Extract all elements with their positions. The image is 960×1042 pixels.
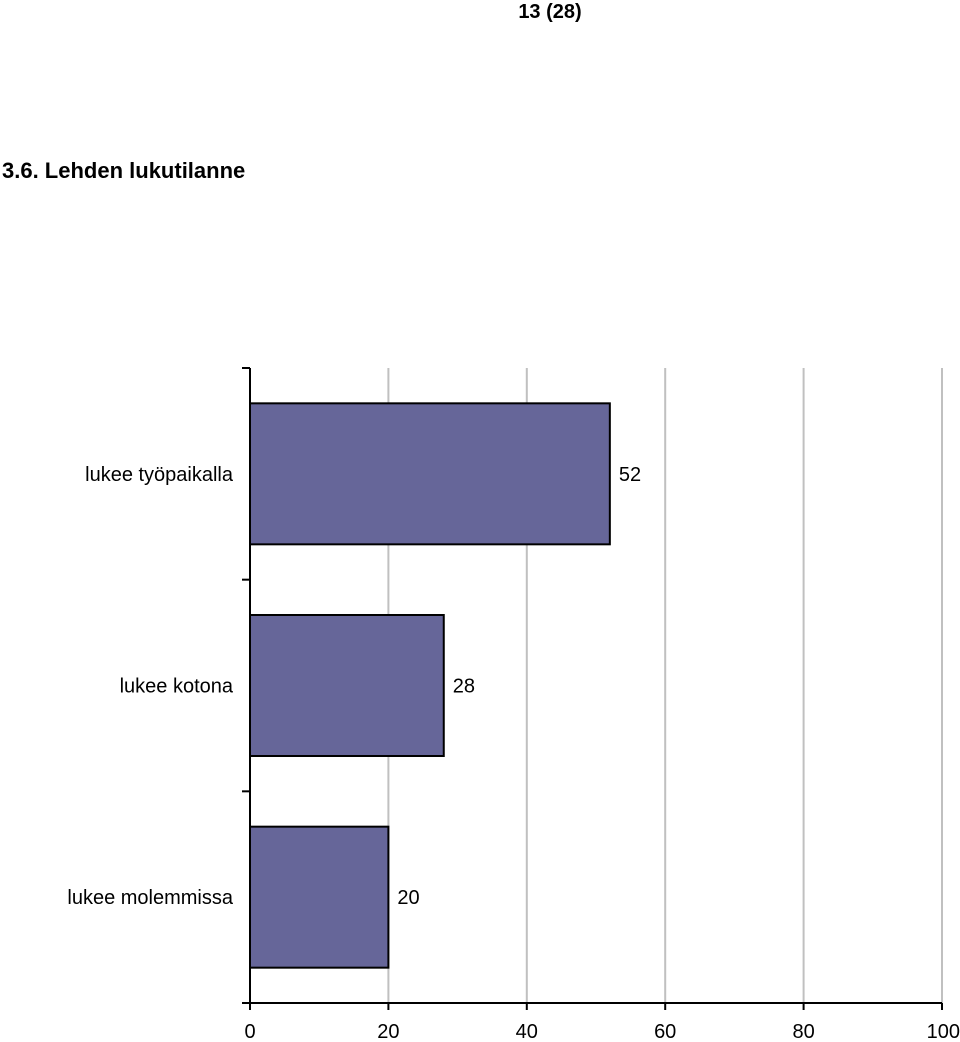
x-tick-label: 20 bbox=[377, 1021, 399, 1042]
section-title: 3.6. Lehden lukutilanne bbox=[2, 158, 246, 183]
data-label: 28 bbox=[453, 676, 475, 698]
bar bbox=[249, 825, 390, 969]
category-label: lukee molemmissa bbox=[67, 887, 233, 909]
x-tick-label: 60 bbox=[654, 1021, 676, 1042]
x-tick-label: 0 bbox=[244, 1021, 255, 1042]
category-label: lukee kotona bbox=[120, 676, 234, 698]
axes bbox=[242, 367, 943, 1010]
x-tick-label: 100 bbox=[927, 1021, 960, 1042]
bars bbox=[249, 402, 611, 969]
labels: 52 lukee työpaikalla 28 lukee kotona 20 lukee… bbox=[67, 464, 960, 1042]
category-label: lukee työpaikalla bbox=[85, 464, 234, 486]
bar bbox=[249, 614, 445, 757]
data-label: 52 bbox=[619, 464, 641, 486]
data-label: 20 bbox=[397, 887, 419, 909]
x-tick-label: 40 bbox=[516, 1021, 538, 1042]
bar bbox=[249, 402, 611, 546]
page-number: 13 (28) bbox=[518, 1, 582, 23]
x-tick-label: 80 bbox=[792, 1021, 814, 1042]
